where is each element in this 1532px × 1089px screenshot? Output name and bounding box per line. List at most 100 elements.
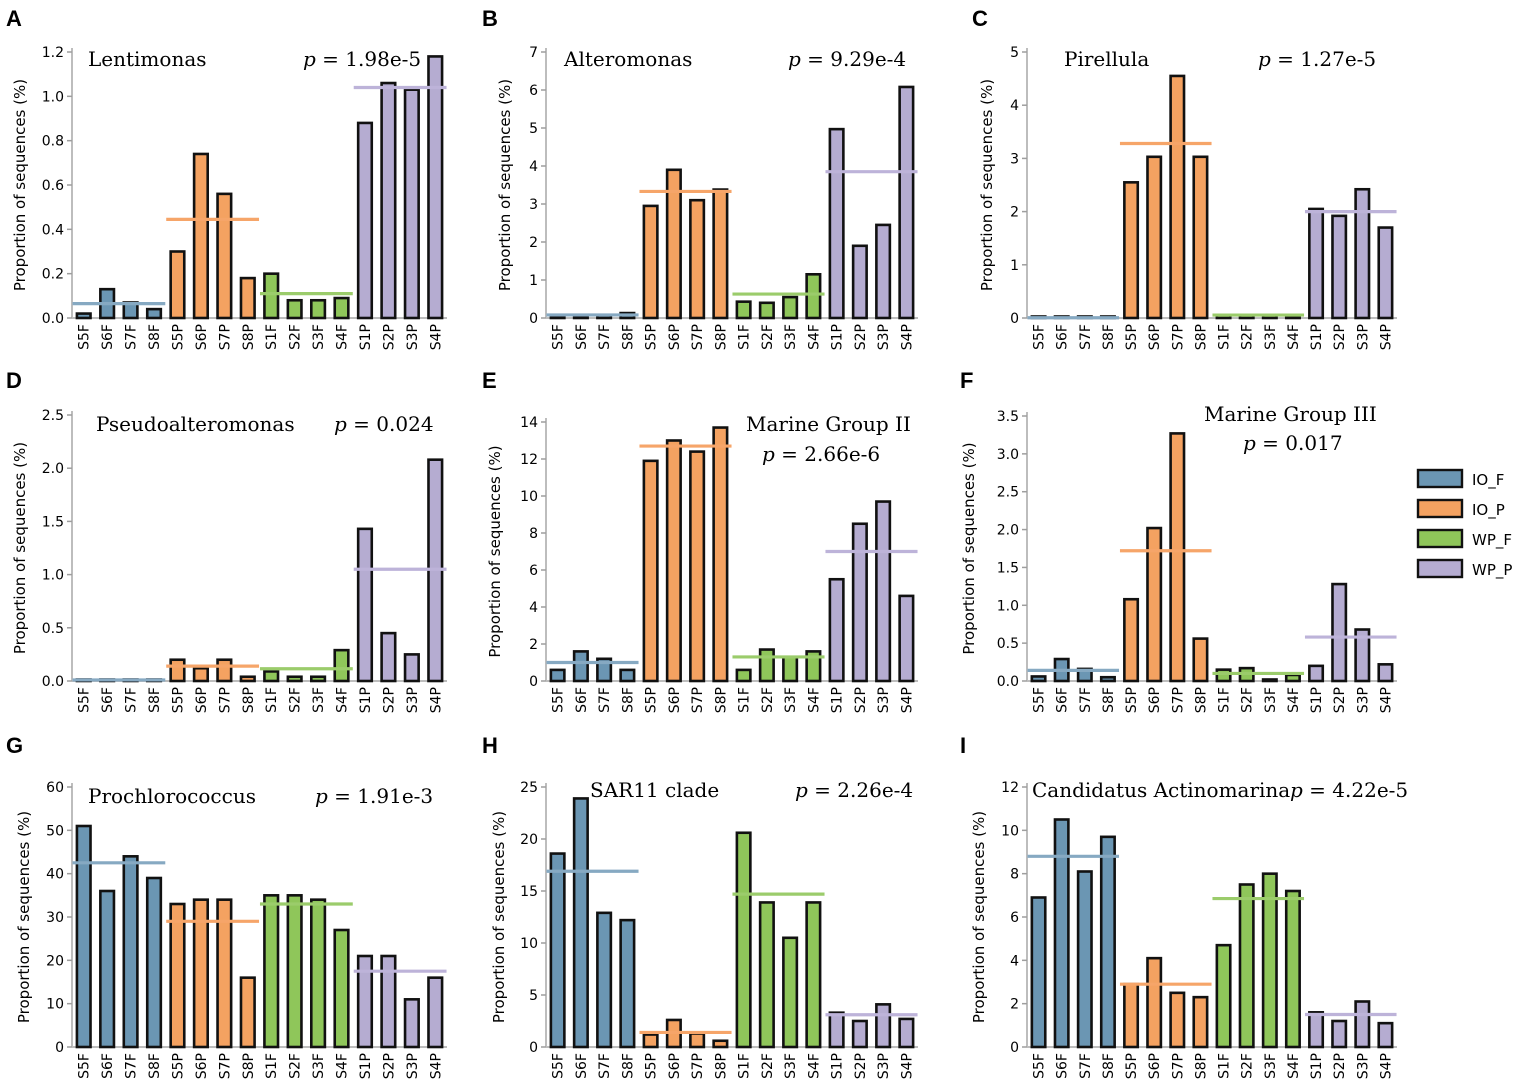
y-tick-label: 1.5 — [997, 560, 1019, 576]
panel-e: E 0 2 4 6 8 10 12 14 Proportion of sequences (%) S… — [482, 368, 918, 713]
x-tick-label: S7P — [690, 324, 706, 350]
x-tick-label: S7P — [1170, 324, 1186, 350]
x-tick-label: S3F — [1263, 687, 1279, 713]
y-tick-label: 4 — [1010, 953, 1019, 969]
x-tick-label: S6F — [574, 324, 590, 350]
x-tick-label: S4P — [899, 324, 915, 350]
bar-s1f — [735, 831, 752, 1049]
y-axis-label: Proportion of sequences (%) — [970, 811, 988, 1023]
bar-s6p — [1146, 956, 1163, 1049]
x-tick-label: S3F — [1263, 1053, 1279, 1079]
bar-s4p — [427, 55, 444, 320]
x-tick-label: S4F — [1286, 1053, 1302, 1079]
bar-s8p — [712, 426, 729, 683]
x-tick-label: S4F — [335, 687, 351, 713]
bar-s7p — [1169, 991, 1186, 1049]
y-tick-label: 2 — [529, 637, 538, 653]
y-tick-label: 2.5 — [997, 485, 1019, 501]
bar-s7p — [216, 658, 233, 683]
bar-s5f — [549, 668, 566, 683]
x-tick-label: S8F — [1101, 687, 1117, 713]
x-tick-label: S5F — [77, 1053, 93, 1079]
y-tick-label: 4 — [529, 600, 538, 616]
bar-s7p — [689, 1032, 706, 1049]
bar-s3f — [782, 655, 799, 683]
bar-s3f — [309, 898, 327, 1049]
x-tick-label: S7F — [1078, 1053, 1094, 1079]
bar-s2f — [1238, 883, 1255, 1049]
bar-s4p — [898, 1017, 915, 1049]
bar-s7p — [1169, 74, 1186, 320]
bar-s2f — [758, 301, 775, 320]
bar-s6p — [192, 666, 210, 683]
bar-s4p — [898, 594, 915, 683]
bar-s7f — [1076, 870, 1093, 1049]
y-tick-label: 15 — [520, 884, 538, 900]
y-tick-label: 0 — [529, 1040, 538, 1056]
bar-s3p — [403, 998, 420, 1049]
x-tick-label: S1P — [358, 1053, 374, 1079]
x-tick-label: S7F — [597, 1053, 613, 1079]
bar-s2p — [380, 81, 397, 320]
bar-s1p — [828, 577, 845, 683]
p-value: p = 0.017 — [1243, 431, 1343, 455]
bar-s2p — [380, 954, 397, 1049]
x-tick-label: S5P — [1124, 687, 1140, 713]
x-tick-label: S6F — [574, 1053, 590, 1079]
legend-swatch-wp-p — [1416, 558, 1464, 579]
bar-s4f — [333, 296, 350, 320]
x-tick-label: S2P — [853, 324, 869, 350]
bar-s5f — [75, 824, 92, 1049]
x-tick-label: S3P — [876, 324, 892, 350]
y-tick-label: 60 — [46, 780, 64, 796]
y-tick-label: 1 — [1010, 258, 1019, 274]
bar-s4p — [898, 85, 915, 320]
x-tick-label: S4P — [899, 687, 915, 713]
x-tick-label: S8P — [713, 1053, 729, 1079]
bar-s5p — [169, 658, 186, 683]
panel-title: Prochlorococcus — [88, 784, 256, 808]
x-tick-label: S8F — [620, 687, 636, 713]
bar-s4p — [1377, 226, 1394, 320]
p-value-number: = 2.66e-6 — [775, 442, 880, 466]
y-tick-label: 3 — [529, 197, 538, 213]
panel-title: Alteromonas — [563, 47, 692, 71]
bar-s3p — [1354, 628, 1371, 683]
bar-s8p — [712, 188, 729, 320]
x-tick-label: S8F — [1101, 1053, 1117, 1079]
x-tick-label: S7F — [124, 687, 140, 713]
y-tick-label: 20 — [46, 953, 64, 969]
bar-s6p — [665, 439, 682, 683]
panel-letter: I — [960, 733, 966, 758]
bar-s5f — [1030, 896, 1047, 1049]
x-tick-label: S8F — [147, 1053, 163, 1079]
x-tick-label: S2P — [853, 687, 869, 713]
x-tick-label: S2F — [760, 324, 776, 350]
y-tick-label: 1.0 — [42, 568, 64, 584]
x-tick-label: S1P — [830, 324, 846, 350]
x-tick-label: S4P — [428, 324, 444, 350]
legend-swatch-io-f — [1416, 468, 1464, 489]
y-tick-label: 50 — [46, 823, 64, 839]
y-tick-label: 0 — [1010, 311, 1019, 327]
x-tick-label: S3P — [876, 687, 892, 713]
bar-s1p — [356, 527, 374, 683]
x-tick-label: S5P — [1124, 1053, 1140, 1079]
x-tick-label: S1P — [358, 324, 374, 350]
bar-s6p — [1146, 155, 1163, 320]
y-axis-label: Proportion of sequences (%) — [11, 442, 29, 654]
x-tick-label: S6F — [100, 687, 116, 713]
panel-c: C 0 1 2 3 4 5 Proportion of sequences (%) S5F S6F… — [972, 6, 1397, 350]
x-tick-label: S6P — [194, 324, 210, 350]
bar-s5p — [642, 1033, 659, 1049]
x-tick-label: S2P — [853, 1053, 869, 1079]
p-value-number: = 1.98e-5 — [316, 47, 421, 71]
bar-s8f — [145, 876, 163, 1049]
bar-s1p — [1308, 207, 1325, 320]
panel-g: G 0 10 20 30 40 50 60 Proportion of sequences (%… — [6, 733, 447, 1079]
y-tick-label: 2 — [529, 235, 538, 251]
bar-s3p — [1354, 1000, 1371, 1049]
bar-s1f — [263, 670, 280, 683]
x-tick-label: S5P — [644, 324, 660, 350]
p-value: p = 1.91e-3 — [315, 784, 433, 808]
